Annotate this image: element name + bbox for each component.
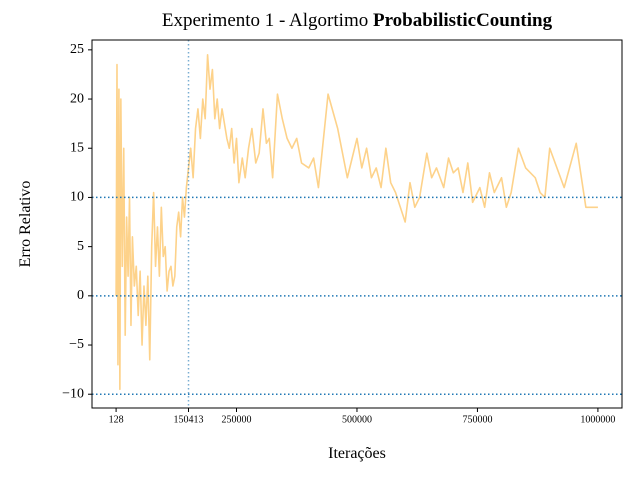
- x-tick-label: 150413: [174, 414, 204, 425]
- x-tick-label: 250000: [221, 414, 251, 425]
- y-tick-label: 0: [77, 288, 84, 303]
- y-tick-label: 25: [70, 42, 84, 57]
- title-text: Experimento 1 - Algortimo: [162, 10, 368, 31]
- x-tick-label: 128: [109, 414, 124, 425]
- y-tick-label: 20: [70, 91, 84, 106]
- x-axis-label: Iterações: [328, 445, 386, 462]
- x-tick-label: 1000000: [580, 414, 615, 425]
- y-tick-label: 15: [70, 140, 84, 155]
- y-tick-label: 5: [77, 239, 84, 254]
- x-tick-label: 500000: [342, 414, 372, 425]
- data-line: [115, 53, 598, 391]
- title-bold: ProbabilisticCounting: [373, 10, 553, 31]
- y-tick-label: 10: [70, 190, 84, 205]
- plot-frame: [91, 39, 623, 409]
- y-tick-label: −5: [69, 337, 84, 352]
- chart-title: Experimento 1 - Algortimo ProbabilisticC…: [162, 10, 553, 31]
- y-axis-label: Erro Relativo: [17, 181, 34, 268]
- x-tick-label: 750000: [462, 414, 492, 425]
- y-tick-label: −10: [62, 386, 84, 401]
